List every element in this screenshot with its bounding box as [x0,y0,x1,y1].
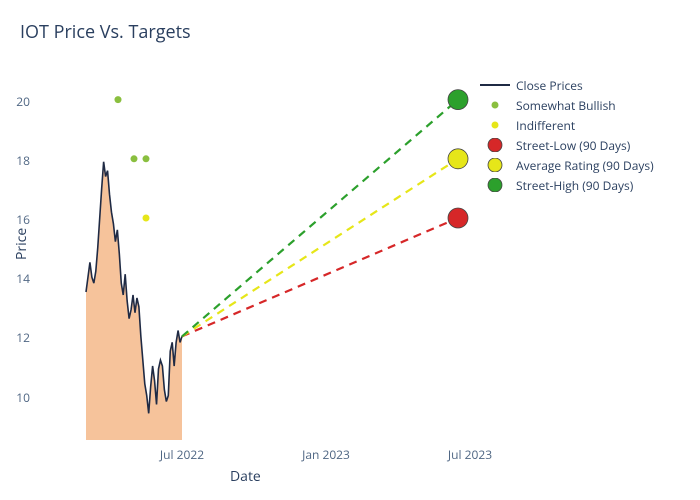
projection-low [182,218,458,336]
plot-area [70,70,470,440]
rating-dot [143,215,150,222]
x-tick: Jul 2023 [448,446,492,463]
legend-swatch [480,158,510,172]
y-tick: 12 [0,329,30,346]
legend-label: Average Rating (90 Days) [516,157,654,174]
legend-item[interactable]: Close Prices [480,75,654,95]
legend-swatch [480,118,510,132]
legend-label: Street-High (90 Days) [516,177,633,194]
y-axis-label: Price [12,228,31,260]
x-tick: Jul 2022 [160,446,204,463]
legend-item[interactable]: Street-Low (90 Days) [480,135,654,155]
legend-item[interactable]: Average Rating (90 Days) [480,155,654,175]
x-tick: Jan 2023 [302,446,350,463]
y-tick: 10 [0,389,30,406]
target-high [448,90,468,110]
legend-item[interactable]: Indifferent [480,115,654,135]
rating-dot [131,155,138,162]
plot-svg [70,70,470,440]
chart-title: IOT Price Vs. Targets [20,20,191,44]
legend-item[interactable]: Somewhat Bullish [480,95,654,115]
legend-item[interactable]: Street-High (90 Days) [480,175,654,195]
legend-label: Street-Low (90 Days) [516,137,630,154]
legend-swatch [480,138,510,152]
rating-dot [143,155,150,162]
legend-swatch [480,78,510,92]
target-low [448,208,468,228]
legend: Close Prices Somewhat Bullish Indifferent S… [480,75,654,195]
y-tick: 16 [0,211,30,228]
legend-label: Somewhat Bullish [516,97,616,114]
x-axis-label: Date [230,467,261,486]
rating-dot [115,96,122,103]
legend-label: Indifferent [516,117,575,134]
projection-avg [182,159,458,337]
target-avg [448,149,468,169]
y-tick: 14 [0,270,30,287]
y-tick: 20 [0,93,30,110]
y-tick: 18 [0,152,30,169]
legend-swatch [480,178,510,192]
chart-container: IOT Price Vs. Targets Price Date 10 12 14 1… [0,0,700,500]
projection-high [182,100,458,337]
legend-swatch [480,98,510,112]
legend-label: Close Prices [516,77,583,94]
